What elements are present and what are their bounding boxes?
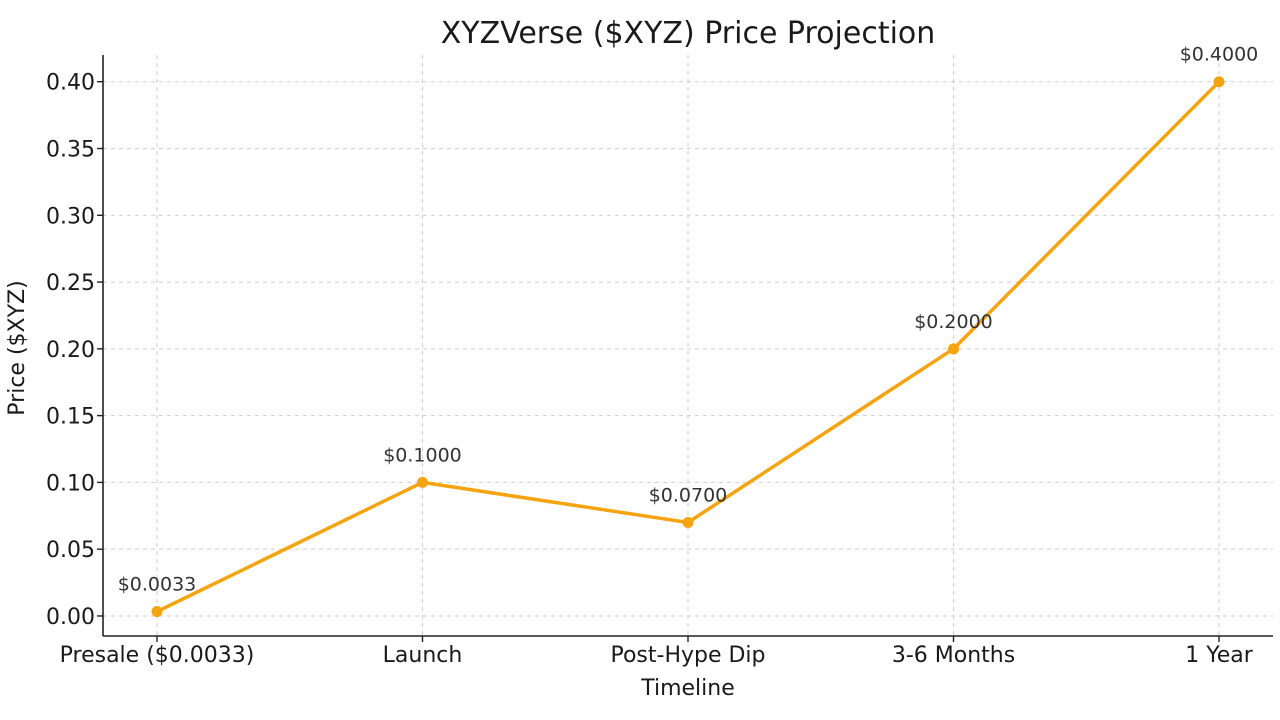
x-tick-label: Post-Hype Dip	[610, 643, 765, 668]
chart-title: XYZVerse ($XYZ) Price Projection	[441, 16, 936, 51]
data-label: $0.0700	[649, 484, 728, 506]
y-tick-label: 0.10	[46, 471, 95, 496]
x-axis-label: Timeline	[640, 676, 735, 701]
y-tick-label: 0.20	[46, 338, 95, 363]
x-tick-label: Launch	[383, 643, 463, 668]
y-tick-label: 0.35	[46, 137, 95, 162]
y-tick-label: 0.05	[46, 538, 95, 563]
data-point	[948, 343, 959, 355]
y-tick-label: 0.00	[46, 605, 95, 630]
gridlines	[103, 55, 1273, 636]
data-point	[682, 516, 694, 528]
data-point	[417, 476, 428, 488]
data-point	[151, 606, 163, 618]
data-label: $0.4000	[1180, 44, 1259, 66]
data-label: $0.2000	[914, 311, 993, 333]
y-tick-label: 0.30	[46, 204, 95, 229]
x-tick-label: Presale ($0.0033)	[60, 643, 255, 668]
x-tick-label: 3-6 Months	[892, 643, 1015, 668]
data-label: $0.0033	[118, 574, 197, 596]
y-tick-label: 0.25	[46, 271, 95, 296]
data-labels: $0.0033 $0.1000 $0.0700 $0.2000 $0.4000	[118, 44, 1259, 596]
x-tick-label: 1 Year	[1185, 643, 1254, 668]
data-point	[1213, 76, 1225, 88]
x-axis-ticks: Presale ($0.0033) Launch Post-Hype Dip 3-6 …	[60, 636, 1254, 668]
data-points	[151, 76, 1225, 618]
y-tick-label: 0.40	[46, 71, 95, 96]
data-label: $0.1000	[383, 444, 462, 466]
y-axis-label: Price ($XYZ)	[5, 280, 30, 415]
y-tick-label: 0.15	[46, 405, 95, 430]
y-axis-ticks: 0.00 0.05 0.10 0.15 0.20 0.25 0.30 0.35 0.40	[46, 71, 103, 630]
